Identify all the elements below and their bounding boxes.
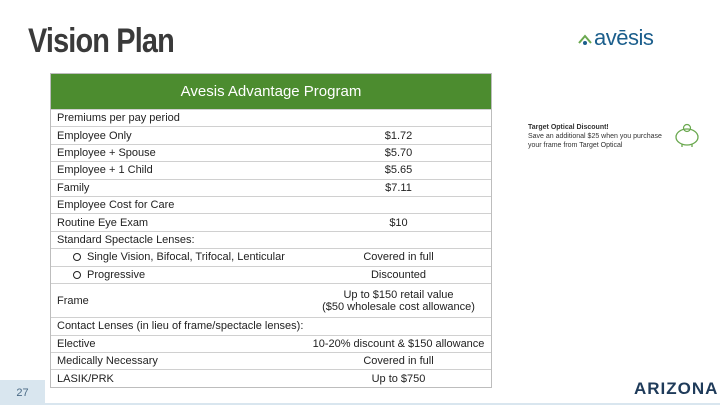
row-value <box>306 197 491 213</box>
table-title: Avesis Advantage Program <box>51 74 491 109</box>
table-row: Medically Necessary Covered in full <box>51 352 491 369</box>
row-label: Employee + 1 Child <box>57 164 153 177</box>
row-label: Standard Spectacle Lenses: <box>57 233 195 246</box>
value-line: Up to $750 <box>371 372 426 385</box>
page-number: 27 <box>0 380 45 405</box>
value-line: Covered in full <box>363 355 434 368</box>
value-line: 10-20% discount & $150 allowance <box>312 337 485 350</box>
table-row: LASIK/PRK Up to $750 <box>51 369 491 386</box>
row-label: Elective <box>57 337 96 350</box>
table-row: Progressive Discounted <box>51 265 491 283</box>
row-label: Employee Only <box>57 129 132 142</box>
row-value: 10-20% discount & $150 allowance <box>306 336 491 352</box>
row-value: Covered in full <box>306 249 491 265</box>
row-value <box>306 232 491 248</box>
value-line: $7.11 <box>385 181 412 194</box>
table-row: Premiums per pay period <box>51 109 491 126</box>
value-line: $1.72 <box>384 129 413 142</box>
row-label: Family <box>57 181 90 194</box>
benefits-table: Avesis Advantage Program Premiums per pa… <box>50 73 492 388</box>
value-line: $10 <box>389 216 408 229</box>
row-label: Contact Lenses (in lieu of frame/spectac… <box>57 320 304 333</box>
value-line: ($50 wholesale cost allowance) <box>322 300 475 313</box>
logo-text: avēsis <box>594 25 654 50</box>
footer-band <box>45 403 720 405</box>
table-row: Single Vision, Bifocal, Trifocal, Lentic… <box>51 248 491 265</box>
logo-mark <box>578 34 592 45</box>
row-value: $10 <box>306 214 491 230</box>
table-row: Standard Spectacle Lenses: <box>51 230 491 248</box>
row-label: Employee Cost for Care <box>57 199 175 212</box>
row-value: Up to $150 retail value ($50 wholesale co… <box>306 284 491 317</box>
table-row: Employee + Spouse $5.70 <box>51 143 491 161</box>
value-line: $5.65 <box>384 164 413 177</box>
row-value: Discounted <box>306 267 491 283</box>
row-value <box>306 110 491 126</box>
table-row: Employee Cost for Care <box>51 195 491 213</box>
discount-note: Target Optical Discount! Save an additio… <box>528 123 668 150</box>
table-row: Employee + 1 Child $5.65 <box>51 161 491 178</box>
row-label: Single Vision, Bifocal, Trifocal, Lentic… <box>51 249 306 265</box>
table-row: Elective 10-20% discount & $150 allowance <box>51 334 491 352</box>
table-row: Contact Lenses (in lieu of frame/spectac… <box>51 317 491 334</box>
row-value <box>306 318 491 334</box>
row-value: $7.11 <box>306 180 491 196</box>
table-row: Family $7.11 <box>51 178 491 196</box>
value-line: Up to $150 retail value <box>343 288 454 301</box>
row-label: Routine Eye Exam <box>57 216 149 229</box>
piggy-icon <box>675 123 699 147</box>
value-line: Covered in full <box>363 251 434 264</box>
row-value: $5.70 <box>306 145 491 161</box>
row-label: Frame <box>57 294 89 307</box>
avesis-logo: avēsis <box>578 25 668 57</box>
row-label: Progressive <box>51 267 306 283</box>
value-line: Discounted <box>370 268 427 281</box>
row-label: Premiums per pay period <box>57 112 180 125</box>
table-row: Frame Up to $150 retail value ($50 wholesa… <box>51 282 491 317</box>
row-label: LASIK/PRK <box>57 372 114 385</box>
arizona-logo: ARIZONA <box>634 379 719 398</box>
row-value: $1.72 <box>306 127 491 143</box>
table-row: Routine Eye Exam $10 <box>51 213 491 230</box>
row-value: Up to $750 <box>306 370 491 386</box>
table-row: Employee Only $1.72 <box>51 126 491 143</box>
row-label: Employee + Spouse <box>57 146 156 159</box>
row-value: $5.65 <box>306 162 491 178</box>
note-heading: Target Optical Discount! <box>528 124 609 131</box>
note-text: Save an additional $25 when you purchase… <box>528 133 662 149</box>
value-line: $5.70 <box>384 146 413 159</box>
row-label: Medically Necessary <box>57 355 158 368</box>
title: Vision Plan <box>28 22 175 60</box>
row-value: Covered in full <box>306 353 491 369</box>
